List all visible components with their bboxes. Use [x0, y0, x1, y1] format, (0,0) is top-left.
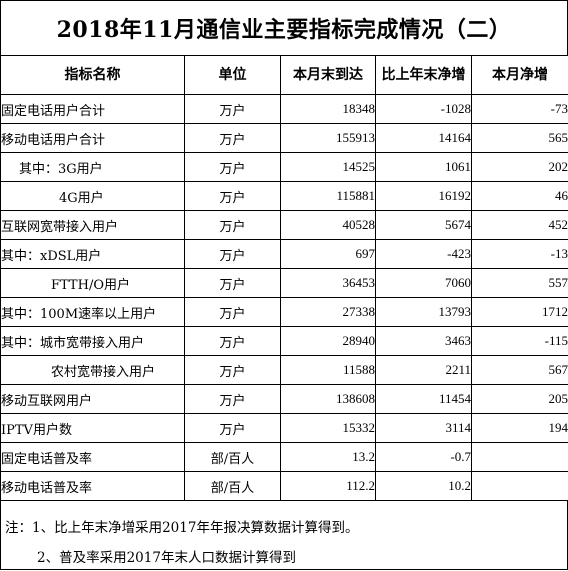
row-month [471, 471, 568, 501]
row-current: 697 [280, 239, 376, 269]
footnote-1: 注：1、比上年末净增采用2017年年报决算数据计算得到。 [5, 520, 359, 536]
row-current: 138608 [280, 384, 376, 414]
row-unit: 万户 [184, 239, 281, 269]
row-yoy: 2211 [375, 355, 472, 385]
row-name: 固定电话普及率 [0, 442, 185, 472]
table-row: IPTV用户数 万户 15332 3114 194 [0, 413, 568, 443]
row-yoy: 13793 [375, 297, 472, 327]
row-yoy: 3463 [375, 326, 472, 356]
footnotes: 注：1、比上年末净增采用2017年年报决算数据计算得到。 2、普及率采用2017… [0, 500, 568, 570]
row-current: 112.2 [280, 471, 376, 501]
table-row: 移动电话用户合计 万户 155913 14164 565 [0, 123, 568, 153]
row-month: 567 [471, 355, 568, 385]
row-month: 194 [471, 413, 568, 443]
row-current: 40528 [280, 210, 376, 240]
table-row: FTTH/O用户 万户 36453 7060 557 [0, 268, 568, 298]
row-month: -115 [471, 326, 568, 356]
page-title: 2018年11月通信业主要指标完成情况（二） [0, 0, 568, 55]
row-name: 互联网宽带接入用户 [0, 210, 185, 240]
row-current: 11588 [280, 355, 376, 385]
row-yoy: 16192 [375, 181, 472, 211]
row-name: 移动电话用户合计 [0, 123, 185, 153]
row-name: 农村宽带接入用户 [0, 355, 185, 385]
row-yoy: 7060 [375, 268, 472, 298]
row-unit: 万户 [184, 123, 281, 153]
row-name: 其中：100M速率以上用户 [0, 297, 185, 327]
row-name: IPTV用户数 [0, 413, 185, 443]
row-yoy: 10.2 [375, 471, 472, 501]
row-current: 27338 [280, 297, 376, 327]
footnote-2: 2、普及率采用2017年末人口数据计算得到 [37, 550, 296, 566]
row-unit: 万户 [184, 297, 281, 327]
header-unit: 单位 [184, 55, 281, 95]
row-unit: 部/百人 [184, 471, 281, 501]
row-unit: 万户 [184, 326, 281, 356]
header-current-total: 本月末到达 [280, 55, 376, 95]
table-row: 农村宽带接入用户 万户 11588 2211 567 [0, 355, 568, 385]
header-net-increase-since-last-year: 比上年末净增 [375, 55, 472, 95]
header-indicator-name: 指标名称 [0, 55, 185, 95]
table-row: 移动电话普及率 部/百人 112.2 10.2 [0, 471, 568, 501]
table-header-row: 指标名称 单位 本月末到达 比上年末净增 本月净增 [0, 55, 568, 95]
table-row: 其中：xDSL用户 万户 697 -423 -13 [0, 239, 568, 269]
row-month: 557 [471, 268, 568, 298]
row-current: 155913 [280, 123, 376, 153]
table-row: 其中：城市宽带接入用户 万户 28940 3463 -115 [0, 326, 568, 356]
table-row: 4G用户 万户 115881 16192 46 [0, 181, 568, 211]
row-name: 其中：城市宽带接入用户 [0, 326, 185, 356]
row-unit: 万户 [184, 210, 281, 240]
row-current: 36453 [280, 268, 376, 298]
row-current: 115881 [280, 181, 376, 211]
table-row: 互联网宽带接入用户 万户 40528 5674 452 [0, 210, 568, 240]
row-name: 其中：3G用户 [0, 152, 185, 182]
row-yoy: -0.7 [375, 442, 472, 472]
row-name: 固定电话用户合计 [0, 94, 185, 124]
row-current: 14525 [280, 152, 376, 182]
row-yoy: -1028 [375, 94, 472, 124]
row-yoy: 11454 [375, 384, 472, 414]
row-month: -73 [471, 94, 568, 124]
table-row: 固定电话用户合计 万户 18348 -1028 -73 [0, 94, 568, 124]
row-unit: 万户 [184, 413, 281, 443]
table-row: 其中：3G用户 万户 14525 1061 202 [0, 152, 568, 182]
row-name: 移动电话普及率 [0, 471, 185, 501]
row-name: FTTH/O用户 [0, 268, 185, 298]
row-yoy: -423 [375, 239, 472, 269]
row-unit: 万户 [184, 355, 281, 385]
row-unit: 万户 [184, 94, 281, 124]
row-unit: 万户 [184, 152, 281, 182]
header-monthly-net-increase: 本月净增 [471, 55, 568, 95]
row-name: 移动互联网用户 [0, 384, 185, 414]
row-name: 其中：xDSL用户 [0, 239, 185, 269]
row-month: 205 [471, 384, 568, 414]
row-unit: 万户 [184, 268, 281, 298]
row-month: 452 [471, 210, 568, 240]
row-month [471, 442, 568, 472]
row-month: 1712 [471, 297, 568, 327]
row-unit: 万户 [184, 384, 281, 414]
row-month: 46 [471, 181, 568, 211]
row-yoy: 5674 [375, 210, 472, 240]
table-row: 固定电话普及率 部/百人 13.2 -0.7 [0, 442, 568, 472]
row-unit: 万户 [184, 181, 281, 211]
table-row: 其中：100M速率以上用户 万户 27338 13793 1712 [0, 297, 568, 327]
row-yoy: 3114 [375, 413, 472, 443]
row-month: -13 [471, 239, 568, 269]
row-current: 15332 [280, 413, 376, 443]
row-current: 13.2 [280, 442, 376, 472]
table-row: 移动互联网用户 万户 138608 11454 205 [0, 384, 568, 414]
row-current: 28940 [280, 326, 376, 356]
row-month: 202 [471, 152, 568, 182]
indicator-table: 指标名称 单位 本月末到达 比上年末净增 本月净增 固定电话用户合计 万户 18… [0, 55, 568, 501]
row-month: 565 [471, 123, 568, 153]
row-unit: 部/百人 [184, 442, 281, 472]
row-yoy: 1061 [375, 152, 472, 182]
row-name: 4G用户 [0, 181, 185, 211]
row-current: 18348 [280, 94, 376, 124]
row-yoy: 14164 [375, 123, 472, 153]
